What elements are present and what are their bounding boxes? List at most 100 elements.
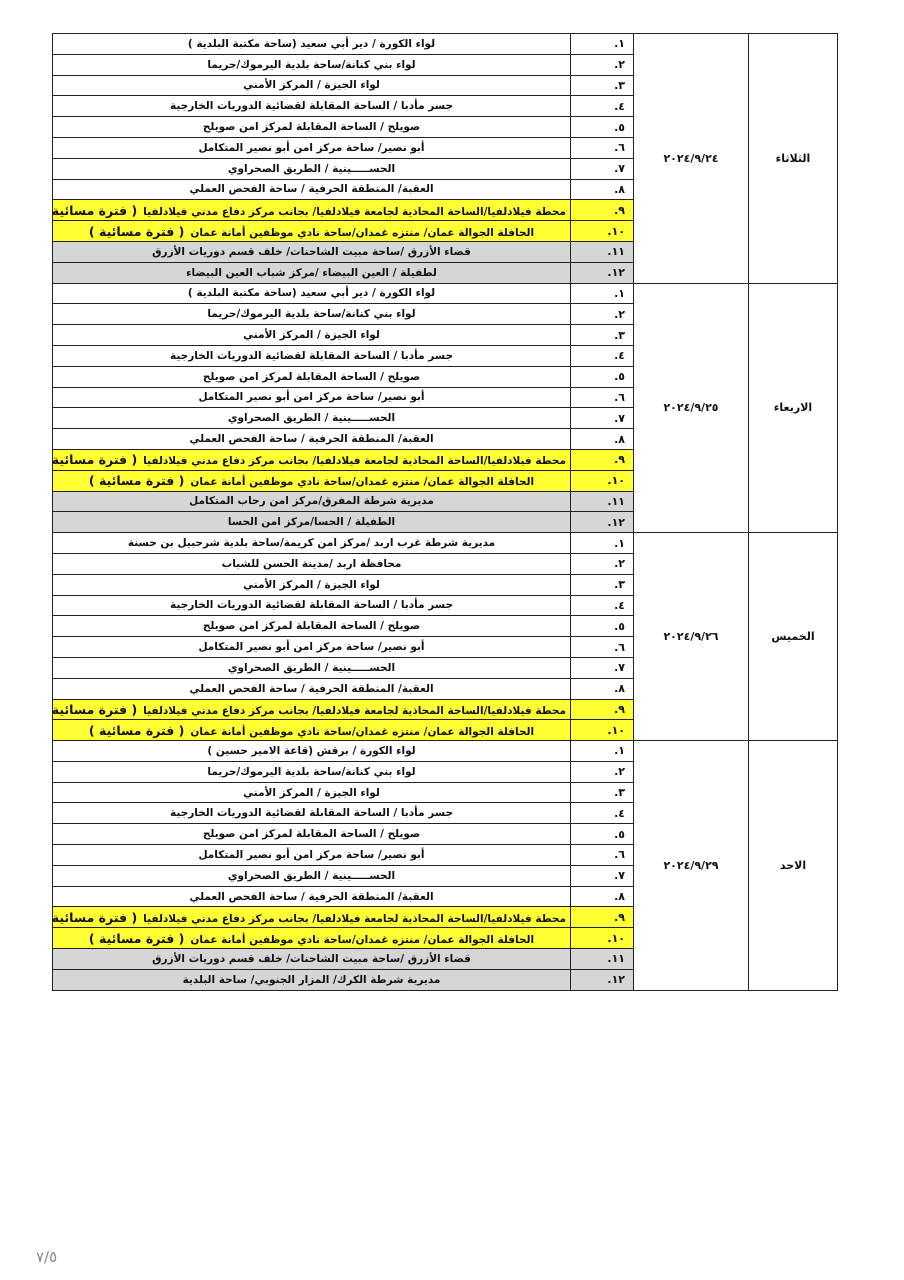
date-cell: ٢٠٢٤/٩/٢٥ bbox=[633, 282, 749, 534]
location-text: العقبة/ المنطقة الحرفية / ساحة الفحص الع… bbox=[189, 433, 434, 446]
location: لطفيلة / العين البيضاء /مركز شباب العين … bbox=[52, 261, 571, 284]
row-number: ٨. bbox=[570, 178, 634, 201]
location-text: الحافلة الجوالة عمان/ منتزه غمدان/ساحة ن… bbox=[190, 226, 535, 239]
location: الحســـــينية / الطريق الصحراوي bbox=[52, 407, 571, 430]
location-text: مديرية شرطة غرب اربد /مركز امن كريمة/ساح… bbox=[127, 537, 496, 550]
location-text: قضاء الأزرق /ساحة مبيت الشاحنات/ خلف قسم… bbox=[152, 245, 471, 258]
row-number: ٥. bbox=[570, 615, 634, 638]
schedule-row: ٢. لواء بني كنانة/ساحة بلدية اليرموك/حريم… bbox=[52, 760, 838, 783]
schedule-row: ٣. لواء الجيزة / المركز الأمني bbox=[52, 324, 838, 346]
row-number: ١. bbox=[570, 740, 634, 762]
schedule-row: ١١. قضاء الأزرق /ساحة مبيت الشاحنات/ خلف … bbox=[52, 240, 838, 263]
location-text: صويلح / الساحة المقابلة لمركز امن صويلح bbox=[202, 370, 421, 383]
page-number: ٧/٥ bbox=[36, 1248, 58, 1266]
row-number: ١١. bbox=[570, 490, 634, 513]
row-number: ٢. bbox=[570, 53, 634, 76]
row-number: ٩. bbox=[570, 906, 634, 929]
row-number: ٣. bbox=[570, 781, 634, 804]
location-text: العقبة/ المنطقة الحرفية / ساحة الفحص الع… bbox=[189, 183, 434, 196]
row-number: ١. bbox=[570, 33, 634, 55]
date-cell: ٢٠٢٤/٩/٢٦ bbox=[633, 532, 749, 742]
location: محطة فيلادلفيا/الساحة المحاذية لجامعة في… bbox=[52, 448, 571, 471]
schedule-row: ٨. العقبة/ المنطقة الحرفية / ساحة الفحص ا… bbox=[52, 178, 838, 201]
row-number: ٢. bbox=[570, 552, 634, 575]
location-text: العقبة/ المنطقة الحرفية / ساحة الفحص الع… bbox=[189, 682, 434, 695]
location-text: العقبة/ المنطقة الحرفية / ساحة الفحص الع… bbox=[189, 890, 434, 903]
session-note: ( فترة مسائية ) bbox=[52, 452, 138, 468]
location-text: الحافلة الجوالة عمان/ منتزه غمدان/ساحة ن… bbox=[190, 725, 535, 738]
row-number: ٧. bbox=[570, 864, 634, 887]
schedule-row: ٤. جسر مأدبا / الساحة المقابلة لقضائية ال… bbox=[52, 802, 838, 825]
location-text: لواء الجيزة / المركز الأمني bbox=[243, 329, 380, 342]
schedule-row: ٧. الحســـــينية / الطريق الصحراوي bbox=[52, 157, 838, 180]
location: الحافلة الجوالة عمان/ منتزه غمدان/ساحة ن… bbox=[52, 719, 571, 742]
location-text: الحافلة الجوالة عمان/ منتزه غمدان/ساحة ن… bbox=[190, 933, 535, 946]
day-cell: الاربعاء bbox=[748, 282, 838, 534]
location-text: أبو نصير/ ساحة مركز امن أبو نصير المتكام… bbox=[198, 641, 425, 653]
schedule-row: ١٠. الحافلة الجوالة عمان/ منتزه غمدان/ساح… bbox=[52, 220, 838, 242]
session-note: ( فترة مسائية ) bbox=[88, 930, 185, 946]
row-number: ١٢. bbox=[570, 261, 634, 284]
row-number: ٦. bbox=[570, 136, 634, 159]
row-number: ١٠. bbox=[570, 220, 634, 242]
row-number: ١١. bbox=[570, 240, 634, 263]
location: جسر مأدبا / الساحة المقابلة لقضائية الدو… bbox=[52, 344, 571, 367]
row-number: ١٠. bbox=[570, 927, 634, 950]
location: الحافلة الجوالة عمان/ منتزه غمدان/ساحة ن… bbox=[52, 220, 571, 242]
row-number: ٦. bbox=[570, 844, 634, 866]
location-text: أبو نصير/ ساحة مركز امن أبو نصير المتكام… bbox=[198, 848, 425, 861]
schedule-row: ٧. الحســـــينية / الطريق الصحراوي bbox=[52, 656, 838, 679]
schedule-row: ٦. أبو نصير/ ساحة مركز امن أبو نصير المتك… bbox=[52, 636, 838, 658]
location: لواء بني كنانة/ساحة بلدية اليرموك/حريما bbox=[52, 303, 571, 326]
day-cell: الثلاثاء bbox=[748, 33, 838, 284]
location: صويلح / الساحة المقابلة لمركز امن صويلح bbox=[52, 365, 571, 388]
session-note: ( فترة مسائية ) bbox=[52, 202, 138, 218]
row-number: ٢. bbox=[570, 760, 634, 783]
location-text: جسر مأدبا / الساحة المقابلة لقضائية الدو… bbox=[169, 100, 454, 113]
session-note: ( فترة مسائية ) bbox=[88, 722, 185, 738]
location: محافظة اربد /مدينة الحسن للشباب bbox=[52, 552, 571, 575]
location: العقبة/ المنطقة الحرفية / ساحة الفحص الع… bbox=[52, 178, 571, 201]
schedule-row: ١١. قضاء الأزرق /ساحة مبيت الشاحنات/ خلف … bbox=[52, 948, 838, 970]
location-text: مديرية شرطة المفرق/مركز امن رحاب المتكام… bbox=[189, 495, 434, 508]
location-text: لطفيلة / العين البيضاء /مركز شباب العين … bbox=[186, 266, 437, 279]
row-number: ٣. bbox=[570, 324, 634, 346]
schedule-row: ٢. محافظة اربد /مدينة الحسن للشباب bbox=[52, 552, 838, 575]
schedule-row: الخميس ٢٠٢٤/٩/٢٦ ١. مديرية شرطة غرب اربد /م… bbox=[52, 532, 838, 742]
location-text: الطفيلة / الحسا/مركز امن الحسا bbox=[227, 516, 396, 529]
location-text: قضاء الأزرق /ساحة مبيت الشاحنات/ خلف قسم… bbox=[152, 952, 471, 965]
location: مديرية شرطة غرب اربد /مركز امن كريمة/ساح… bbox=[52, 532, 571, 554]
location-text: محطة فيلادلفيا/الساحة المحاذية لجامعة في… bbox=[143, 455, 566, 468]
location: أبو نصير/ ساحة مركز امن أبو نصير المتكام… bbox=[52, 386, 571, 409]
location-text: محافظة اربد /مدينة الحسن للشباب bbox=[221, 557, 402, 570]
location: لواء الكورة / برقش (قاعة الامير حسين ) bbox=[52, 740, 571, 762]
schedule-row: الاربعاء ٢٠٢٤/٩/٢٥ ١. لواء الكورة / دير أبي… bbox=[52, 282, 838, 534]
location: أبو نصير/ ساحة مركز امن أبو نصير المتكام… bbox=[52, 844, 571, 866]
location: الحســـــينية / الطريق الصحراوي bbox=[52, 157, 571, 180]
row-number: ٧. bbox=[570, 157, 634, 180]
location-text: الحســـــينية / الطريق الصحراوي bbox=[227, 869, 396, 882]
location-text: صويلح / الساحة المقابلة لمركز امن صويلح bbox=[202, 121, 421, 134]
schedule-row: ١٢. الطفيلة / الحسا/مركز امن الحسا bbox=[52, 511, 838, 534]
session-note: ( فترة مسائية ) bbox=[52, 701, 138, 717]
schedule-row: ٩. محطة فيلادلفيا/الساحة المحاذية لجامعة … bbox=[52, 448, 838, 471]
row-number: ٩. bbox=[570, 199, 634, 222]
row-number: ١٠. bbox=[570, 719, 634, 742]
row-number: ٣. bbox=[570, 74, 634, 97]
location-text: لواء الكورة / دير أبي سعيد (ساحة مكتبة ا… bbox=[187, 37, 436, 50]
location: مديرية شرطة الكرك/ المزار الجنوبي/ ساحة … bbox=[52, 968, 571, 991]
location-text: مديرية شرطة الكرك/ المزار الجنوبي/ ساحة … bbox=[182, 973, 441, 986]
location: العقبة/ المنطقة الحرفية / ساحة الفحص الع… bbox=[52, 428, 571, 450]
location-text: أبو نصير/ ساحة مركز امن أبو نصير المتكام… bbox=[198, 391, 425, 404]
schedule-table: الثلاثاء ٢٠٢٤/٩/٢٤ ١. لواء الكورة / دير أبي… bbox=[52, 33, 838, 991]
row-number: ٨. bbox=[570, 428, 634, 450]
location: لواء الجيزة / المركز الأمني bbox=[52, 573, 571, 596]
row-number: ٦. bbox=[570, 636, 634, 658]
location: الحافلة الجوالة عمان/ منتزه غمدان/ساحة ن… bbox=[52, 469, 571, 492]
location: قضاء الأزرق /ساحة مبيت الشاحنات/ خلف قسم… bbox=[52, 948, 571, 970]
day-cell: الاحد bbox=[748, 740, 838, 991]
location-text: الحســـــينية / الطريق الصحراوي bbox=[227, 412, 396, 425]
location: العقبة/ المنطقة الحرفية / ساحة الفحص الع… bbox=[52, 677, 571, 700]
location: الحافلة الجوالة عمان/ منتزه غمدان/ساحة ن… bbox=[52, 927, 571, 950]
